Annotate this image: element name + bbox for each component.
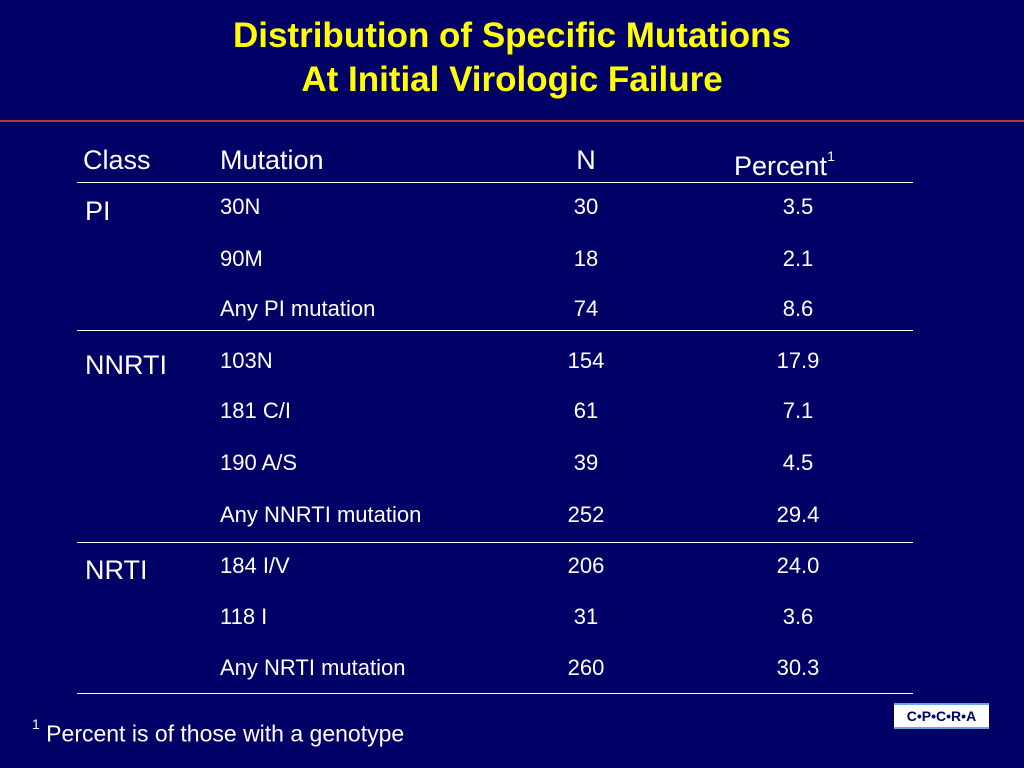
percent-cell: 29.4: [776, 502, 820, 527]
group-rule: [77, 330, 913, 331]
slide-title: Distribution of Specific Mutations At In…: [0, 14, 1024, 102]
mutation-cell: Any NRTI mutation: [220, 655, 406, 680]
n-cell: 74: [573, 296, 599, 321]
header-n: N: [576, 145, 596, 175]
mutation-cell: 90M: [220, 246, 263, 271]
percent-cell: 8.6: [782, 296, 814, 321]
header-percent-label: Percent: [734, 151, 828, 181]
n-cell: 206: [567, 553, 605, 578]
title-line-2: At Initial Virologic Failure: [301, 60, 723, 99]
n-cell: 31: [573, 604, 599, 629]
n-cell: 154: [567, 348, 605, 373]
percent-cell: 17.9: [776, 348, 820, 373]
footnote-marker: 1: [32, 716, 40, 732]
header-percent-footnote-marker: 1: [827, 148, 835, 164]
percent-cell: 3.6: [782, 604, 814, 629]
percent-cell: 2.1: [782, 246, 814, 271]
header-rule: [77, 182, 913, 183]
cpcra-logo: C•P•C•R•A: [894, 703, 989, 729]
percent-cell: 3.5: [782, 194, 814, 219]
title-line-1: Distribution of Specific Mutations: [232, 16, 792, 55]
mutation-cell: 118 I: [220, 604, 268, 629]
percent-cell: 7.1: [782, 398, 814, 423]
header-percent: Percent1: [734, 145, 835, 181]
table-bottom-rule: [77, 693, 913, 694]
header-mutation: Mutation: [220, 145, 324, 175]
n-cell: 18: [573, 246, 599, 271]
footnote-text: Percent is of those with a genotype: [39, 720, 405, 747]
mutation-cell: 184 I/V: [220, 553, 290, 578]
percent-cell: 30.3: [776, 655, 820, 680]
mutation-cell: Any PI mutation: [220, 296, 376, 321]
mutation-cell: Any NNRTI mutation: [220, 502, 422, 527]
n-cell: 260: [567, 655, 605, 680]
class-label-pi: PI: [85, 196, 111, 226]
n-cell: 252: [567, 502, 605, 527]
percent-cell: 4.5: [782, 450, 814, 475]
header-class: Class: [83, 145, 151, 175]
n-cell: 30: [573, 194, 599, 219]
n-cell: 61: [573, 398, 599, 423]
mutation-cell: 103N: [220, 348, 273, 373]
class-label-nrti: NRTI: [85, 555, 148, 585]
title-divider: [0, 120, 1024, 122]
percent-cell: 24.0: [776, 553, 820, 578]
n-cell: 39: [573, 450, 599, 475]
footnote: 1 Percent is of those with a genotype: [32, 714, 404, 748]
group-rule: [77, 542, 913, 543]
class-label-nnrti: NNRTI: [85, 350, 168, 380]
mutation-cell: 181 C/I: [220, 398, 291, 423]
mutation-cell: 190 A/S: [220, 450, 298, 475]
mutation-cell: 30N: [220, 194, 261, 219]
